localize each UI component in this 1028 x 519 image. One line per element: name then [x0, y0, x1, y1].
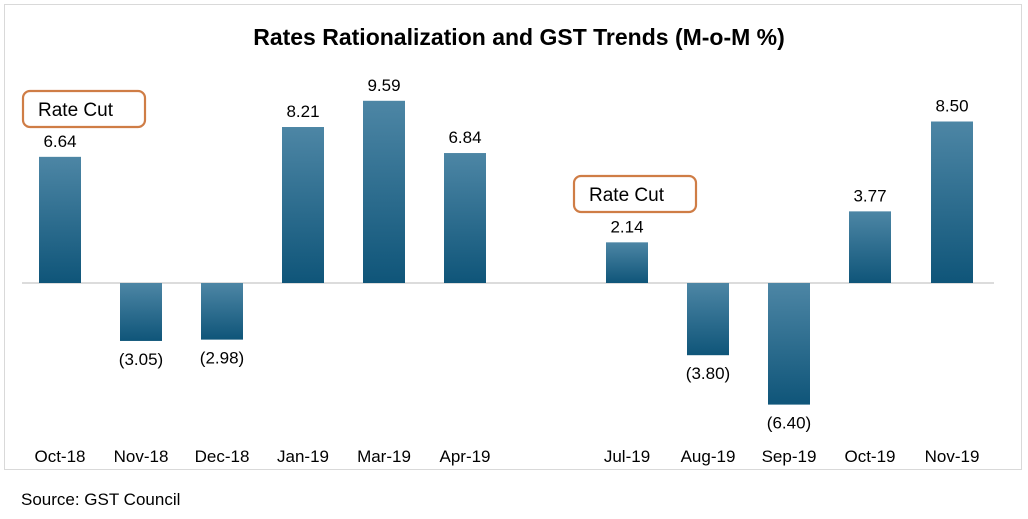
tick-label-oct-18: Oct-18	[34, 447, 85, 466]
bar-jul-19	[606, 242, 648, 283]
chart-title: Rates Rationalization and GST Trends (M-…	[253, 24, 785, 50]
bar-oct-18	[39, 156, 81, 283]
bar-oct-19	[849, 211, 891, 283]
tick-label-apr-19: Apr-19	[439, 447, 490, 466]
bar-apr-19	[444, 153, 486, 283]
tick-label-mar-19: Mar-19	[357, 447, 411, 466]
tick-label-jul-19: Jul-19	[604, 447, 650, 466]
tick-label-jan-19: Jan-19	[277, 447, 329, 466]
bar-jan-19	[282, 127, 324, 283]
callout-text: Rate Cut	[38, 100, 114, 121]
value-label-mar-19: 9.59	[367, 76, 400, 95]
gst-bar-chart: Rates Rationalization and GST Trends (M-…	[21, 24, 994, 466]
source-note: Source: GST Council	[21, 490, 181, 509]
tick-label-aug-19: Aug-19	[681, 447, 736, 466]
value-label-oct-19: 3.77	[853, 186, 886, 205]
value-label-jan-19: 8.21	[286, 102, 319, 121]
tick-label-oct-19: Oct-19	[844, 447, 895, 466]
rate-cut-callout-oct-18: Rate Cut	[21, 89, 147, 129]
bar-nov-19	[931, 121, 973, 283]
bar-aug-19	[687, 283, 729, 356]
tick-label-nov-18: Nov-18	[114, 447, 169, 466]
tick-label-sep-19: Sep-19	[762, 447, 817, 466]
value-label-nov-18: (3.05)	[119, 350, 163, 369]
value-label-sep-19: (6.40)	[767, 414, 811, 433]
rate-cut-callout-jul-19: Rate Cut	[572, 174, 698, 214]
bar-dec-18	[201, 283, 243, 340]
value-label-nov-19: 8.50	[935, 97, 968, 116]
bar-nov-18	[120, 283, 162, 341]
value-label-oct-18: 6.64	[43, 132, 76, 151]
value-label-jul-19: 2.14	[610, 217, 643, 236]
bar-mar-19	[363, 100, 405, 283]
value-label-dec-18: (2.98)	[200, 349, 244, 368]
callout-text: Rate Cut	[589, 185, 665, 206]
value-label-apr-19: 6.84	[448, 128, 481, 147]
value-label-aug-19: (3.80)	[686, 364, 730, 383]
callout-box	[21, 89, 147, 129]
tick-label-dec-18: Dec-18	[195, 447, 250, 466]
bar-sep-19	[768, 283, 810, 405]
callout-box	[572, 174, 698, 214]
tick-label-nov-19: Nov-19	[925, 447, 980, 466]
